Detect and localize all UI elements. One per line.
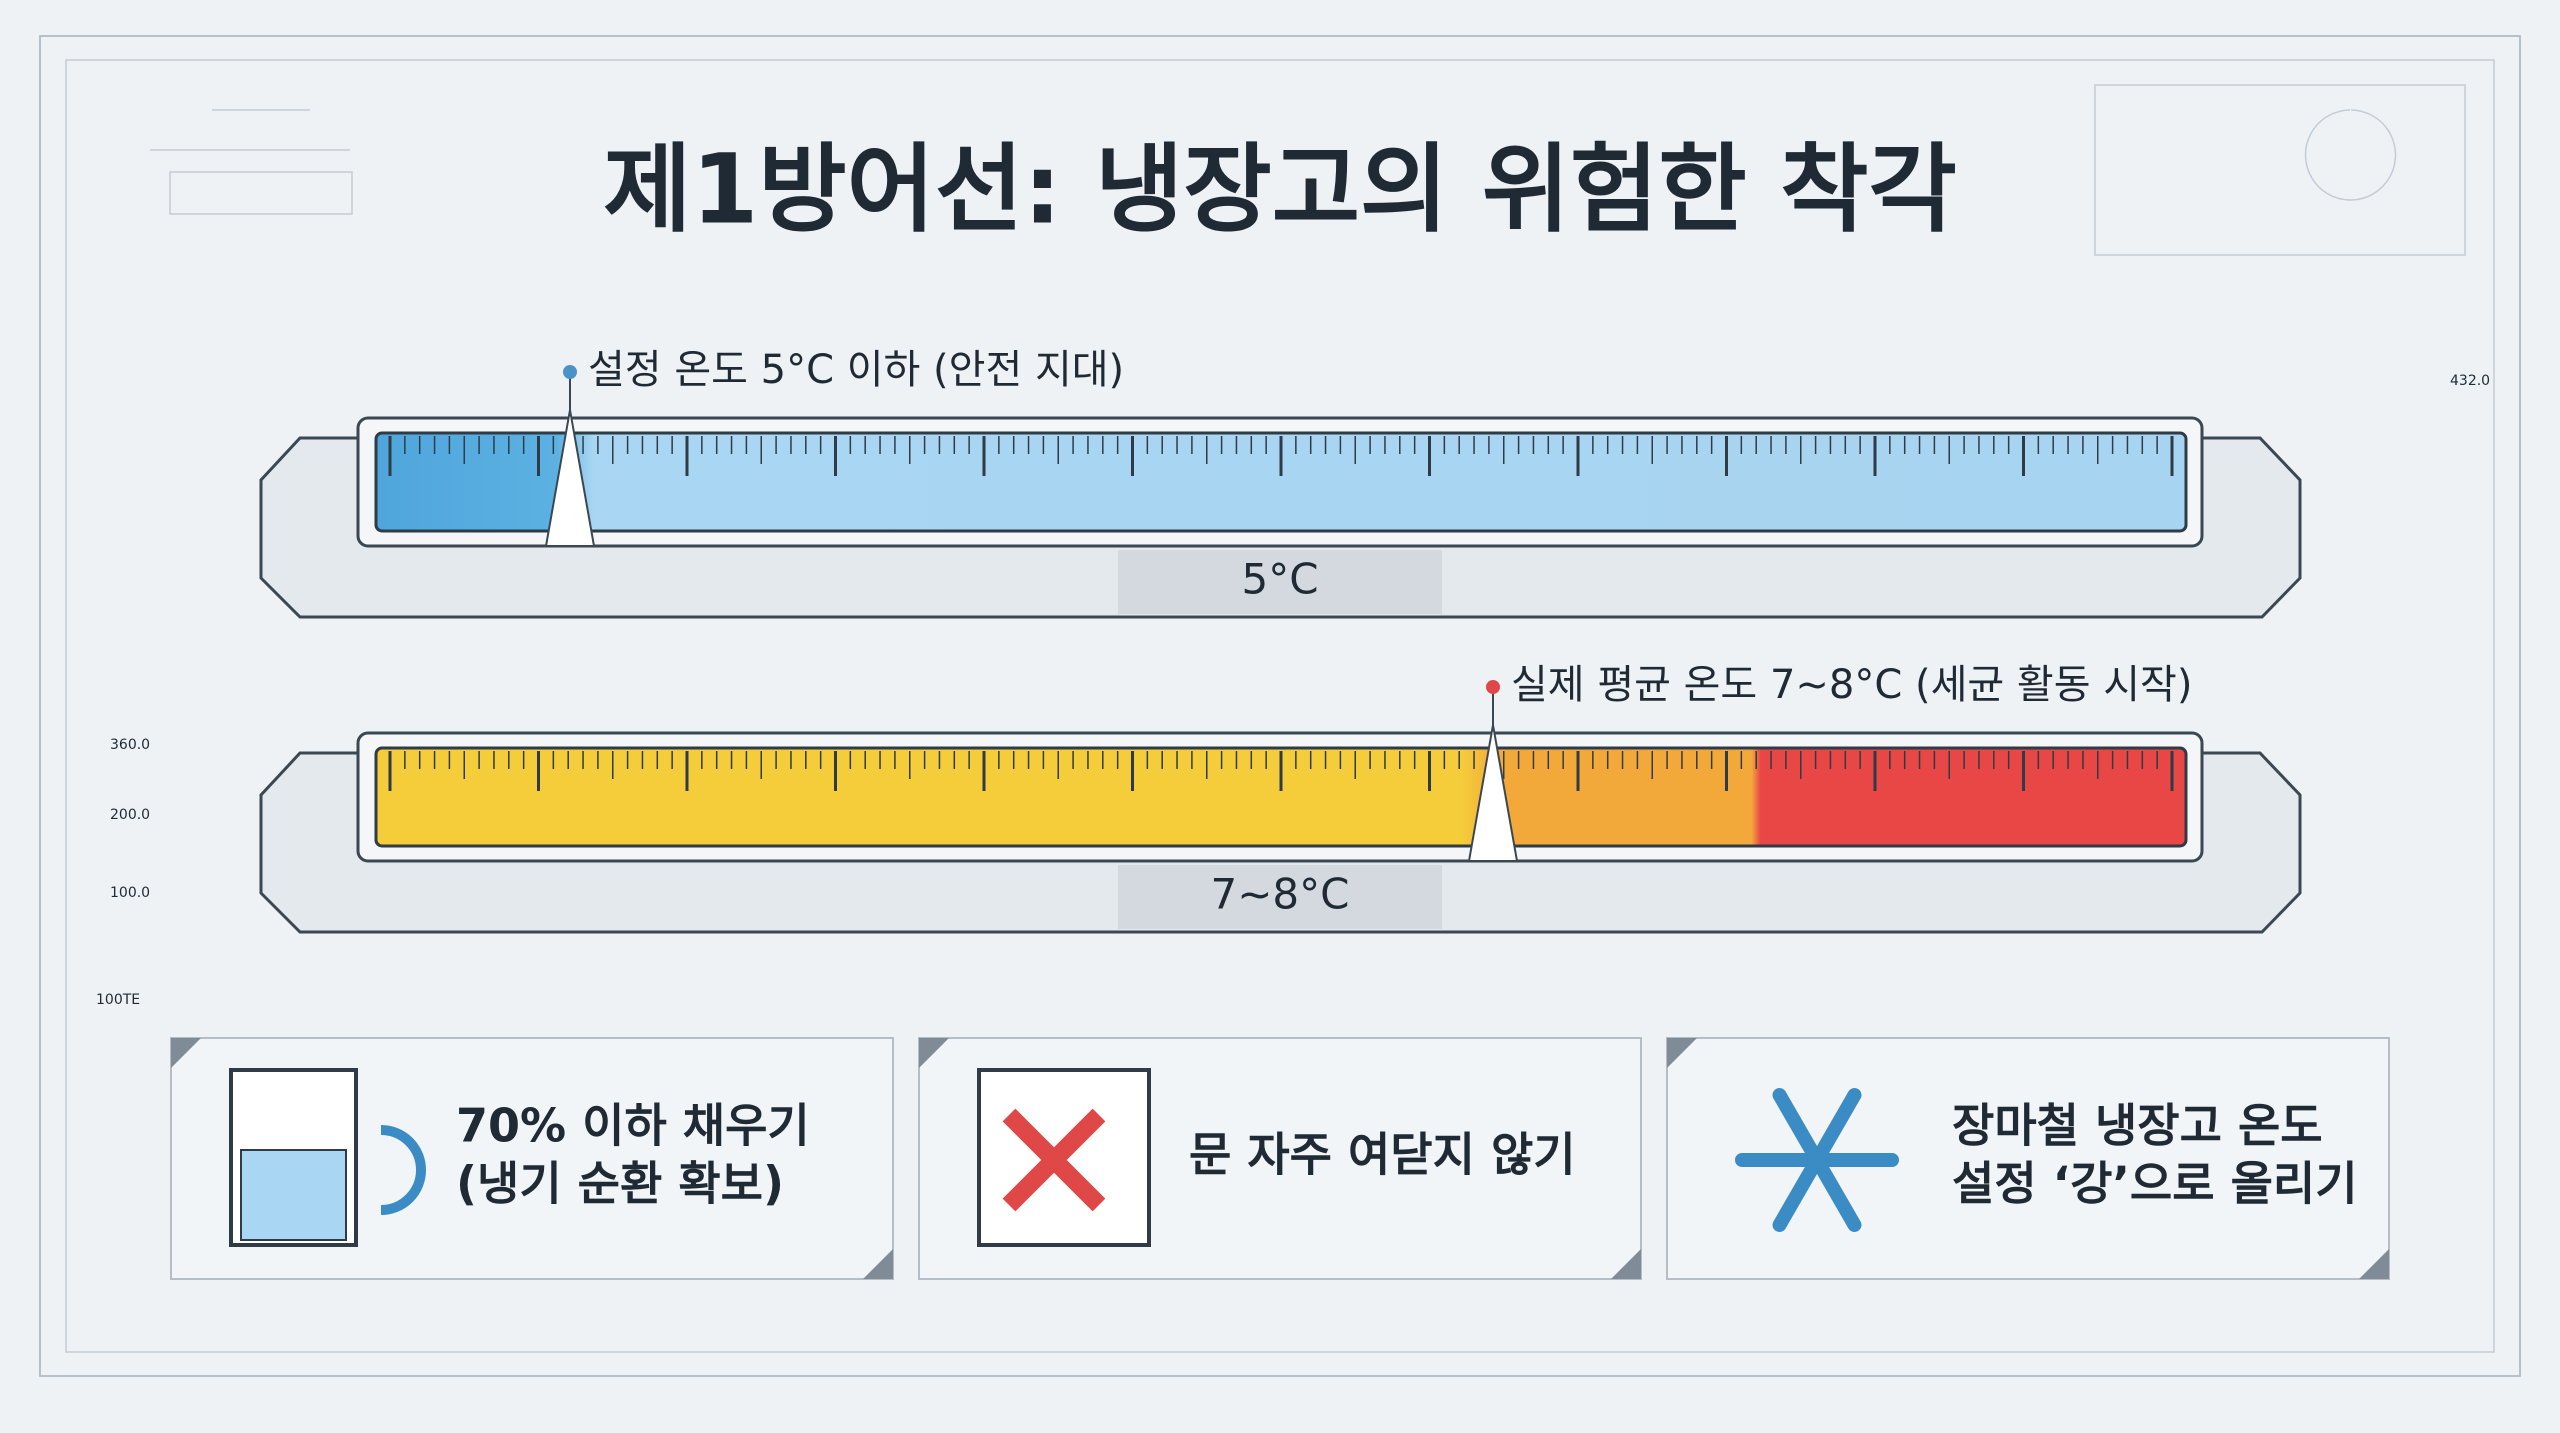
inner-frame (65, 59, 2495, 1353)
gauge-value: 7~8°C (1211, 870, 1350, 919)
gauge-label: 실제 평균 온도 7~8°C (세균 활동 시작) (1511, 662, 2192, 708)
tip-text: 70% 이하 채우기 (456, 1099, 810, 1153)
tip-card (1666, 1037, 2390, 1280)
decoration (150, 84, 2466, 256)
marker-dot (1486, 680, 1500, 694)
gauge-label: 설정 온도 5°C 이하 (안전 지대) (588, 347, 1124, 393)
marker (1467, 724, 1519, 862)
cycle-arrow (380, 1125, 426, 1215)
value-box (1118, 550, 1442, 614)
deco-label: 100TE (96, 992, 140, 1008)
tip-text: 장마철 냉장고 온도 (1952, 1099, 2323, 1153)
marker (544, 409, 596, 547)
fridge-fill (240, 1149, 347, 1241)
snowflake-icon (1735, 1088, 1899, 1232)
tip-text: 문 자주 여닫지 않기 (1189, 1128, 1576, 1182)
marker-dot (563, 365, 577, 379)
gauge-value: 5°C (1241, 555, 1318, 604)
title: 제1방어선: 냉장고의 위험한 착각 (603, 133, 1957, 245)
gauge-tube (374, 746, 2188, 848)
deco-label: 200.0 (110, 807, 150, 823)
value-box (1118, 865, 1442, 929)
deco-label: 360.0 (110, 737, 150, 753)
outer-frame (39, 35, 2521, 1377)
gauge-tube (374, 431, 2188, 533)
deco-label: 432.0 (2450, 373, 2490, 389)
tip-text: 설정 ‘강’으로 올리기 (1952, 1157, 2358, 1211)
deco-label: 100.0 (110, 885, 150, 901)
cross-icon (1002, 1108, 1106, 1212)
tip-text: (냉기 순환 확보) (456, 1157, 784, 1211)
